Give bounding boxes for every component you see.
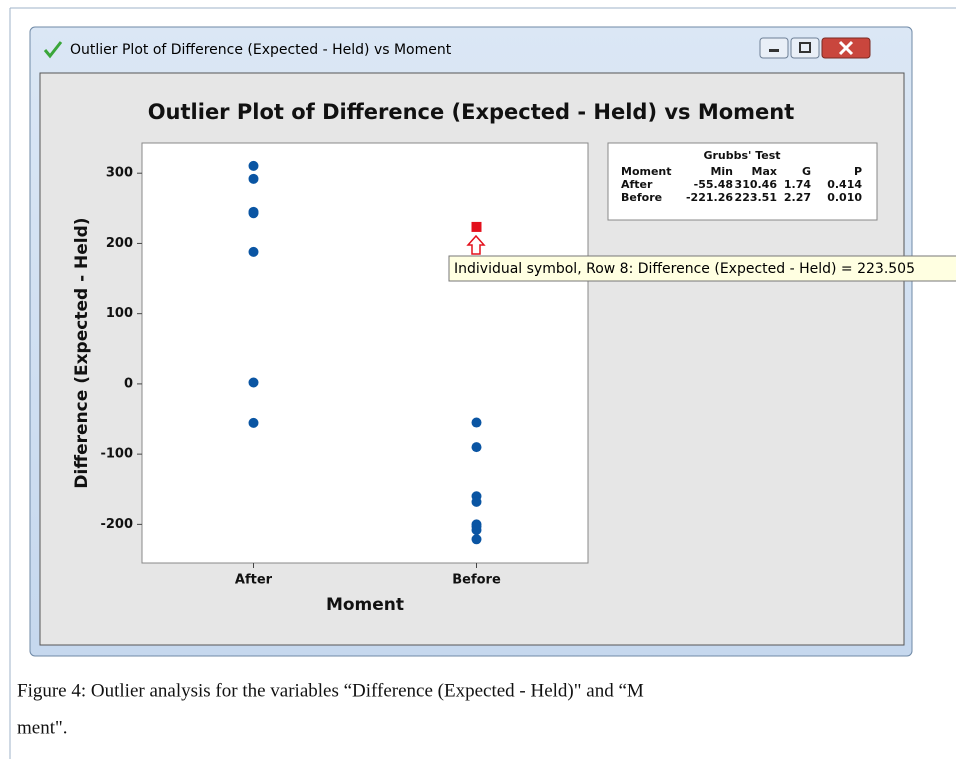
y-tick-label: -200 xyxy=(100,517,133,532)
y-tick-label: -100 xyxy=(100,447,133,462)
y-tick-label: 0 xyxy=(124,376,133,391)
outlier-point xyxy=(471,221,482,232)
table-cell: 0.010 xyxy=(827,191,862,204)
caption-line: ment". xyxy=(17,717,68,738)
point xyxy=(248,417,259,428)
table-cell: P xyxy=(854,165,862,178)
window-title: Outlier Plot of Difference (Expected - H… xyxy=(70,42,452,58)
chart-title: Outlier Plot of Difference (Expected - H… xyxy=(148,100,795,124)
tooltip xyxy=(448,255,956,282)
y-tick-label: 100 xyxy=(106,306,133,321)
caption-line: Figure 4: Outlier analysis for the varia… xyxy=(17,680,644,701)
y-tick-label: 300 xyxy=(106,166,133,181)
table-cell: After xyxy=(621,178,653,191)
point xyxy=(248,208,259,219)
maximize-button[interactable] xyxy=(790,37,820,59)
table-cell: Max xyxy=(752,165,777,178)
grubbs-table-text: Grubbs' Test Moment Min Max G P After -55.48 31… xyxy=(621,149,862,204)
point xyxy=(248,160,259,171)
x-axis-label: Moment xyxy=(326,595,404,615)
x-tick-label: Before xyxy=(452,573,501,588)
table-cell: 1.74 xyxy=(784,178,811,191)
point xyxy=(471,417,482,428)
x-tick-label: After xyxy=(235,573,273,588)
point xyxy=(248,377,259,388)
point xyxy=(248,246,259,257)
window-icon xyxy=(43,41,63,59)
point xyxy=(248,173,259,184)
table-cell: -221.26 xyxy=(686,191,733,204)
plot-area xyxy=(141,142,589,564)
pointer-arrow xyxy=(466,234,486,255)
y-tick-label: 200 xyxy=(106,236,133,251)
minimize-icon xyxy=(769,49,779,52)
table-cell: 310.46 xyxy=(735,178,778,191)
table-cell: Before xyxy=(621,191,662,204)
table-cell: Min xyxy=(710,165,733,178)
table-cell: 223.51 xyxy=(735,191,777,204)
point xyxy=(471,442,482,453)
point xyxy=(471,524,482,535)
grubbs-table xyxy=(607,142,878,221)
maximize-icon xyxy=(799,42,811,53)
minimize-button[interactable] xyxy=(759,37,789,59)
table-title: Grubbs' Test xyxy=(703,149,780,162)
y-axis-label: Difference (Expected - Held) xyxy=(72,217,92,488)
table-cell: 0.414 xyxy=(827,178,862,191)
table-cell: -55.48 xyxy=(694,178,733,191)
table-cell: 2.27 xyxy=(784,191,811,204)
point xyxy=(471,496,482,507)
table-cell: Moment xyxy=(621,165,672,178)
close-icon xyxy=(838,40,854,56)
tooltip-text: Individual symbol, Row 8: Difference (Ex… xyxy=(454,261,915,277)
point xyxy=(471,534,482,545)
table-cell: G xyxy=(802,165,811,178)
